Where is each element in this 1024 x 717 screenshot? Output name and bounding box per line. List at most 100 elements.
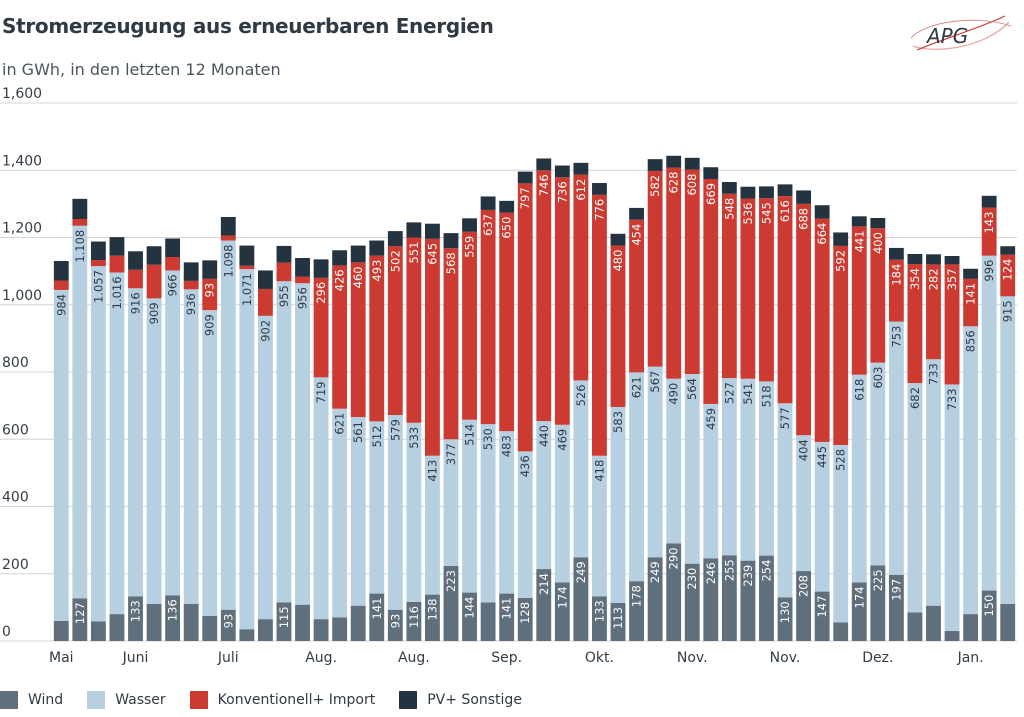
bar-konventionell: [907, 264, 923, 384]
bar-wasser: [109, 272, 125, 615]
bar-pv: [257, 270, 273, 289]
data-label-konventionell: 582: [648, 175, 662, 197]
data-label-wasser: 902: [258, 320, 272, 342]
data-label-konventionell: 124: [1001, 259, 1015, 281]
bar-wind: [888, 574, 904, 641]
bar-pv: [684, 157, 700, 170]
bar-wind: [740, 560, 756, 641]
bar-wind: [610, 603, 626, 641]
bar-wasser: [592, 455, 607, 597]
data-label-wind: 128: [518, 602, 532, 624]
bar-wind: [295, 604, 310, 641]
data-label-wind: 290: [667, 547, 681, 569]
bar-konventionell: [777, 196, 793, 404]
data-label-wasser: 1.098: [221, 245, 235, 278]
data-label-konventionell: 545: [759, 202, 773, 224]
data-label-wind: 93: [388, 614, 402, 629]
data-label-wasser: 404: [797, 439, 811, 461]
bar-wasser: [554, 424, 570, 583]
data-label-konventionell: 296: [314, 282, 328, 304]
bar-wind: [944, 630, 960, 641]
x-tick-label: Jan.: [957, 650, 984, 666]
bar-konventionell: [387, 246, 403, 416]
bar-konventionell: [443, 248, 459, 440]
bar-wind: [350, 605, 366, 641]
bar-konventionell: [796, 203, 812, 436]
data-label-wasser: 583: [611, 411, 625, 433]
bar-wasser: [721, 378, 737, 556]
bar-pv: [703, 167, 719, 179]
legend-swatch-konventionell: [189, 691, 208, 709]
data-label-wasser: 377: [444, 443, 458, 465]
bar-wind: [963, 614, 979, 641]
bar-wind: [851, 582, 867, 641]
data-label-konventionell: 645: [425, 243, 439, 265]
bar-wind: [443, 566, 459, 641]
bar-konventionell: [610, 245, 626, 407]
bar-pv: [239, 245, 255, 266]
bar-wind: [462, 592, 477, 641]
bar-wasser: [703, 403, 719, 559]
data-label-wind: 150: [982, 595, 996, 617]
bar-pv: [332, 250, 348, 266]
data-label-wasser: 753: [889, 326, 903, 348]
bar-wind: [276, 602, 292, 641]
bar-wasser: [981, 255, 997, 591]
bar-wasser: [406, 422, 422, 602]
chart-title: Stromerzeugung aus erneuerbaren Energien: [2, 14, 494, 38]
bar-konventionell: [629, 219, 644, 373]
data-label-wasser: 1.057: [91, 270, 105, 303]
data-label-konventionell: 776: [592, 199, 606, 221]
data-label-wasser: 603: [871, 367, 885, 389]
bar-pv: [629, 207, 644, 220]
bar-konventionell: [462, 231, 477, 420]
data-label-wasser: 966: [166, 274, 180, 296]
bar-konventionell: [721, 193, 737, 379]
data-label-wind: 239: [741, 565, 755, 587]
y-tick-label: 800: [2, 355, 29, 371]
bar-konventionell: [202, 278, 218, 311]
x-tick-label: Juni: [122, 650, 149, 666]
bar-pv: [907, 253, 923, 265]
bar-wasser: [926, 359, 941, 606]
bar-konventionell: [276, 262, 292, 282]
data-label-konventionell: 616: [778, 200, 792, 222]
bar-konventionell: [332, 265, 348, 409]
bar-wasser: [369, 421, 385, 594]
data-label-wasser: 1.016: [110, 276, 124, 309]
bar-konventionell: [295, 276, 310, 284]
data-label-wasser: 682: [908, 387, 922, 409]
bar-pv: [592, 183, 607, 195]
data-label-konventionell: 548: [722, 198, 736, 220]
bar-konventionell: [573, 174, 589, 381]
data-label-wasser: 856: [964, 330, 978, 352]
bar-wind: [926, 605, 941, 641]
bar-wasser: [851, 374, 867, 583]
bar-wasser: [517, 451, 533, 598]
x-tick-label: Aug.: [398, 650, 430, 666]
bar-pv: [462, 218, 477, 232]
bar-pv: [740, 186, 756, 199]
bar-pv: [90, 241, 106, 261]
bar-konventionell: [759, 198, 774, 382]
bar-wasser: [387, 415, 403, 610]
bar-wasser: [963, 326, 979, 615]
x-tick-label: Dez.: [862, 650, 893, 666]
data-label-wasser: 561: [351, 421, 365, 443]
y-tick-label: 1,000: [2, 288, 42, 304]
bar-wasser: [239, 269, 255, 630]
bar-konventionell: [870, 228, 886, 363]
data-label-konventionell: 650: [500, 217, 514, 239]
data-label-wasser: 445: [815, 446, 829, 468]
bar-wasser: [536, 421, 552, 570]
bar-wind: [907, 612, 923, 641]
data-label-konventionell: 493: [370, 260, 384, 282]
bar-pv: [870, 217, 886, 229]
bar-konventionell: [981, 207, 997, 256]
data-label-wasser: 956: [296, 287, 310, 309]
bar-wind: [239, 629, 255, 641]
data-label-wasser: 984: [54, 294, 68, 316]
bar-wasser: [684, 374, 700, 564]
data-label-konventionell: 637: [481, 214, 495, 236]
data-label-wasser: 526: [574, 384, 588, 406]
